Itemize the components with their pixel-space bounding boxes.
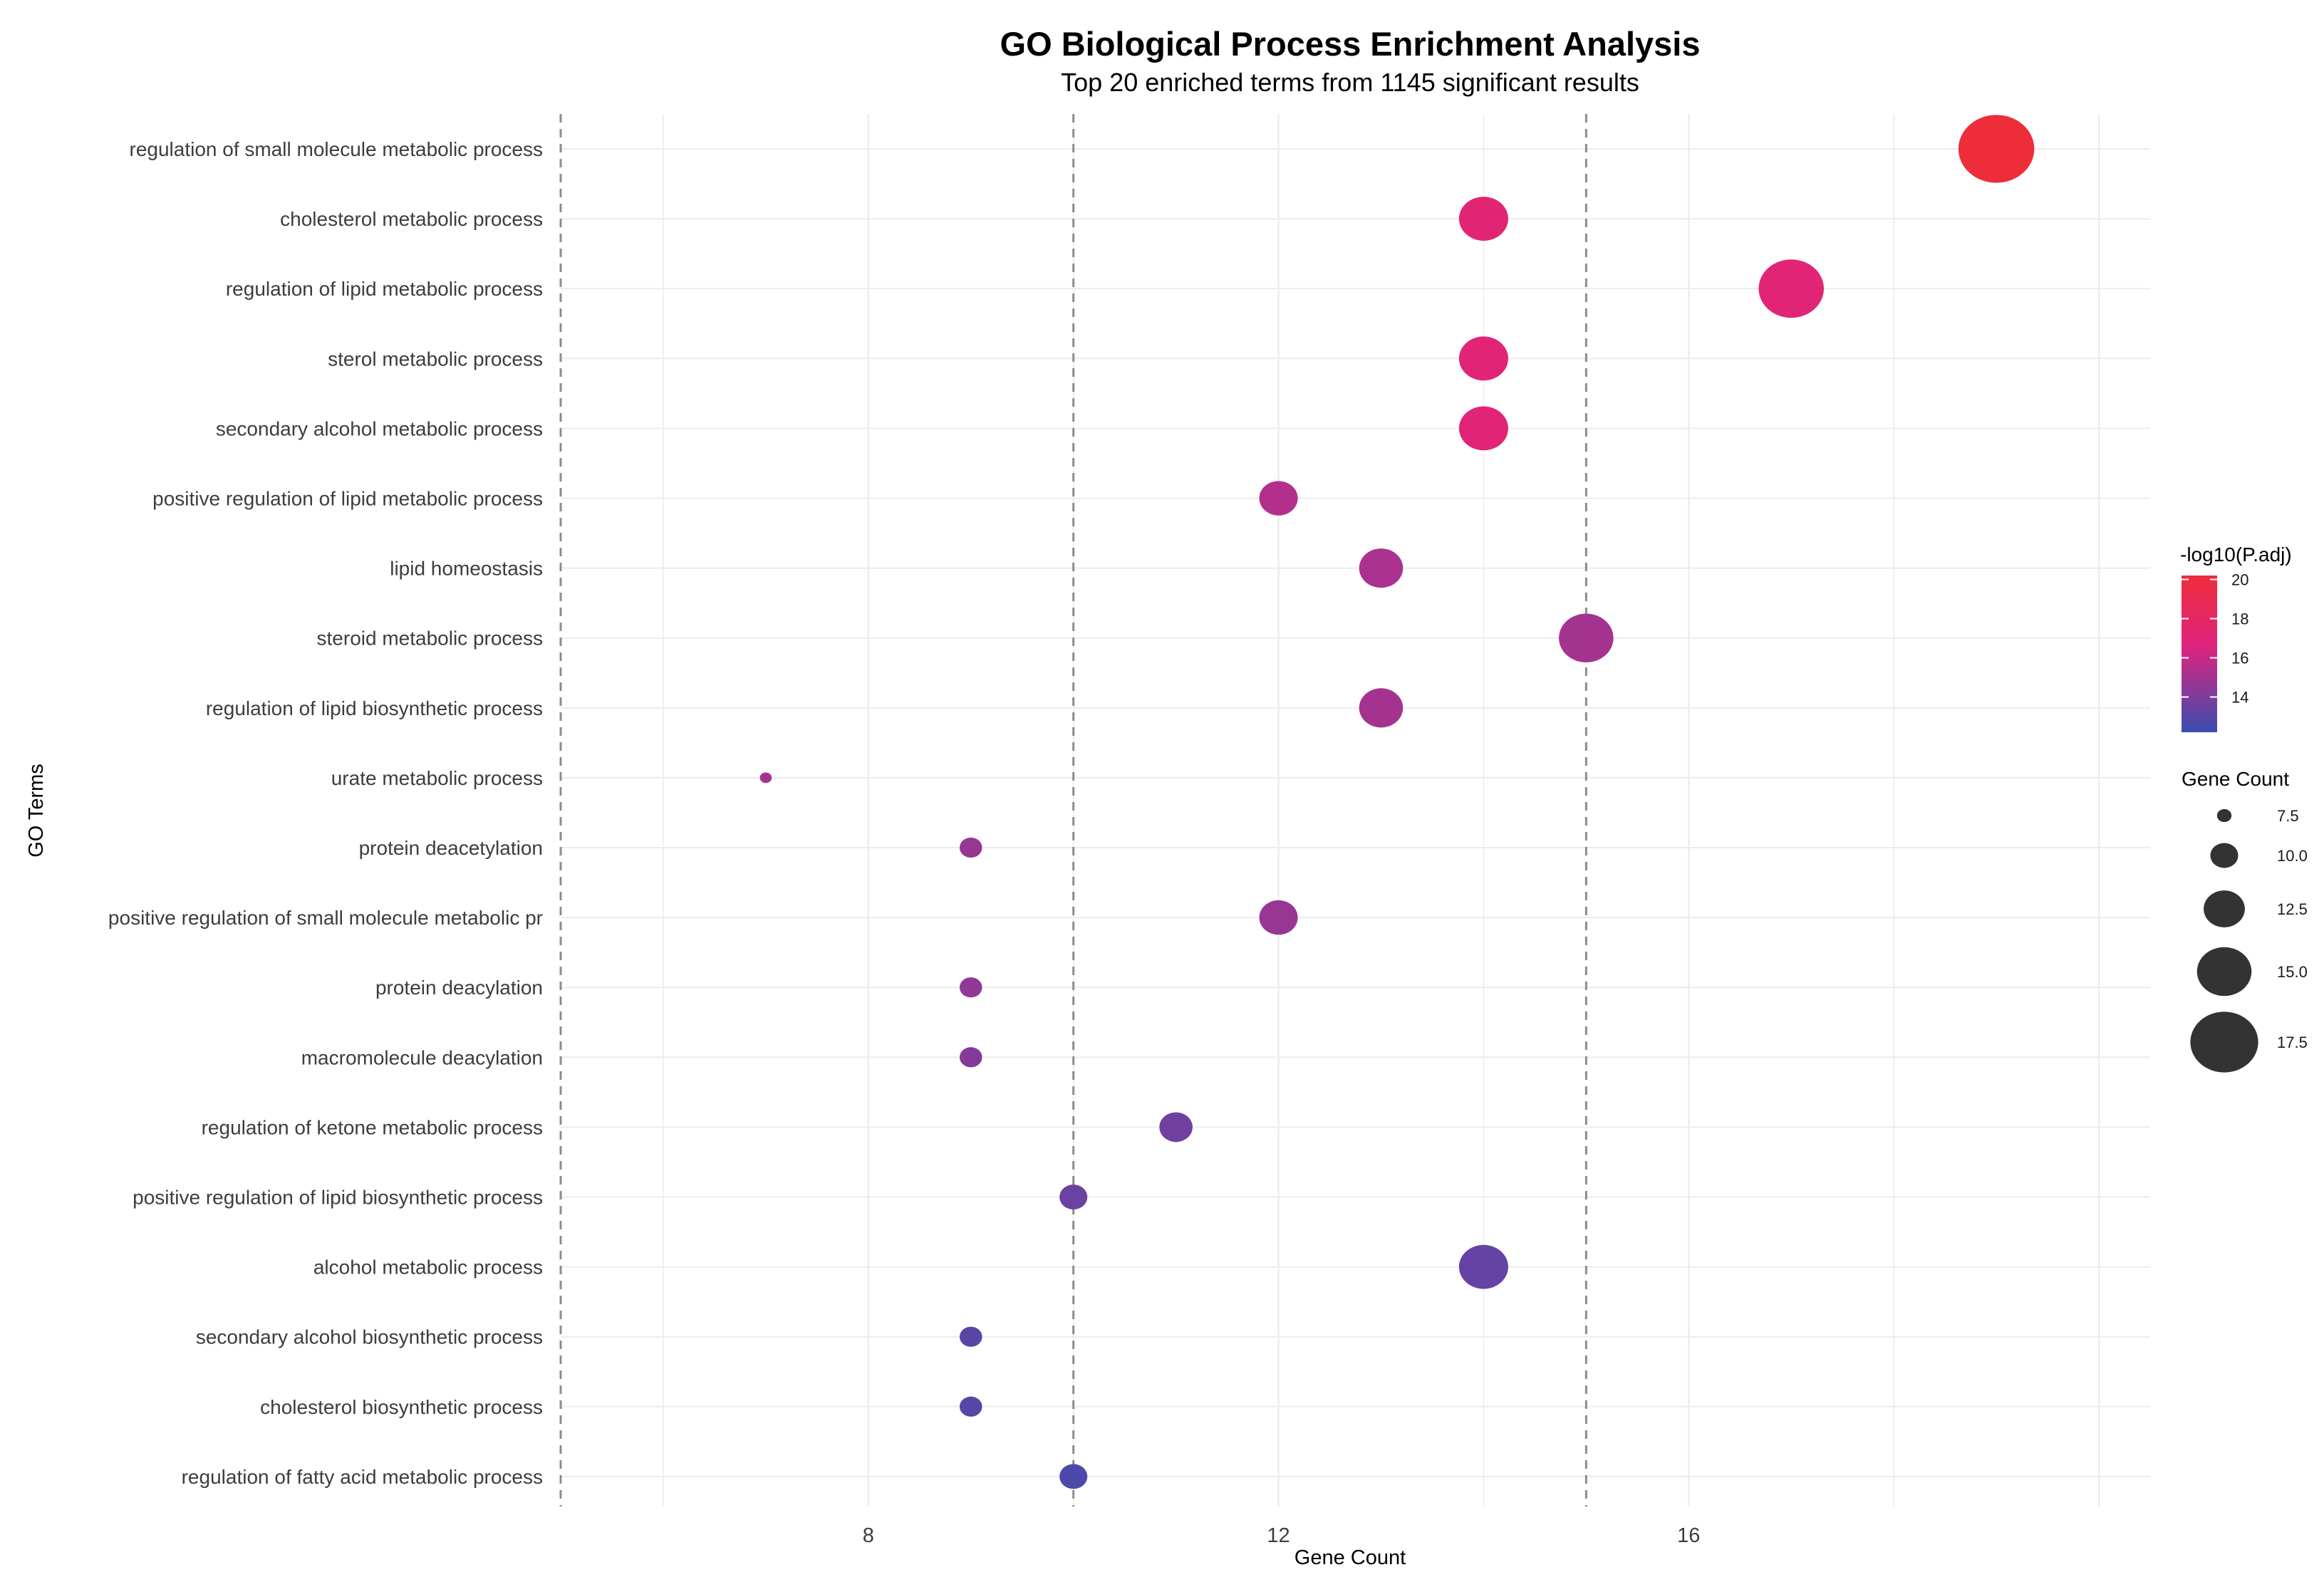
data-point[interactable] [959, 1396, 982, 1417]
data-point[interactable] [1758, 259, 1824, 318]
data-point[interactable] [1259, 900, 1298, 935]
data-point[interactable] [759, 772, 772, 784]
y-tick-labels: regulation of small molecule metabolic p… [108, 138, 543, 1488]
data-point[interactable] [1559, 613, 1614, 662]
size-legend-key [2210, 843, 2239, 868]
color-legend: -log10(P.adj) 20 18 16 14 [2180, 543, 2292, 732]
y-tick-label: steroid metabolic process [317, 628, 543, 650]
grid-lines [561, 114, 2150, 1506]
data-point[interactable] [1059, 1185, 1088, 1209]
color-legend-label: 14 [2231, 689, 2248, 707]
data-points [759, 115, 2035, 1489]
size-legend-label: 7.5 [2277, 807, 2299, 825]
reference-lines [559, 114, 1587, 1506]
y-tick-label: sterol metabolic process [328, 348, 543, 370]
data-point[interactable] [1259, 481, 1298, 516]
y-tick-label: regulation of small molecule metabolic p… [130, 138, 544, 160]
size-legend-label: 17.5 [2277, 1034, 2308, 1051]
x-tick-labels: 8 12 16 [863, 1524, 1701, 1547]
size-legend-key [2204, 890, 2245, 927]
size-legend-title: Gene Count [2182, 768, 2289, 790]
data-point[interactable] [1059, 1464, 1088, 1489]
y-tick-label: macromolecule deacylation [301, 1046, 543, 1068]
y-tick-label: secondary alcohol biosynthetic process [196, 1326, 543, 1348]
y-tick-label: regulation of ketone metabolic process [202, 1116, 543, 1138]
y-tick-label: lipid homeostasis [390, 558, 543, 580]
x-tick-label: 16 [1677, 1524, 1700, 1547]
chart-subtitle: Top 20 enriched terms from 1145 signific… [1061, 68, 1639, 97]
data-point[interactable] [959, 1047, 982, 1068]
y-tick-label: regulation of lipid metabolic process [226, 278, 543, 300]
y-tick-label: cholesterol metabolic process [280, 208, 543, 230]
data-point[interactable] [1359, 548, 1404, 588]
y-tick-label: positive regulation of small molecule me… [108, 907, 543, 929]
x-axis-title: Gene Count [1295, 1546, 1406, 1569]
color-legend-title: -log10(P.adj) [2180, 543, 2292, 566]
y-axis-title: GO Terms [25, 764, 48, 858]
data-point[interactable] [1958, 115, 2035, 183]
data-point[interactable] [1359, 688, 1404, 728]
size-legend-key [2216, 808, 2232, 823]
data-point[interactable] [959, 837, 982, 858]
y-tick-label: regulation of fatty acid metabolic proce… [182, 1466, 543, 1488]
size-legend-key [2190, 1011, 2258, 1073]
color-legend-label: 18 [2231, 610, 2248, 628]
data-point[interactable] [959, 977, 982, 998]
color-legend-label: 16 [2231, 650, 2248, 667]
y-tick-label: secondary alcohol metabolic process [216, 417, 543, 439]
size-legend-label: 12.5 [2277, 900, 2308, 918]
y-tick-label: regulation of lipid biosynthetic process [206, 697, 543, 719]
chart-title: GO Biological Process Enrichment Analysi… [1000, 25, 1701, 63]
x-tick-label: 12 [1267, 1524, 1290, 1547]
y-tick-label: positive regulation of lipid biosyntheti… [133, 1187, 543, 1209]
color-legend-bar [2182, 576, 2217, 732]
x-tick-label: 8 [863, 1524, 874, 1547]
y-tick-label: alcohol metabolic process [313, 1256, 543, 1279]
y-tick-label: cholesterol biosynthetic process [260, 1396, 543, 1418]
data-point[interactable] [1159, 1112, 1193, 1143]
color-legend-label: 20 [2231, 571, 2248, 589]
y-tick-label: positive regulation of lipid metabolic p… [152, 488, 543, 510]
data-point[interactable] [959, 1326, 982, 1347]
y-tick-label: urate metabolic process [331, 767, 543, 789]
size-legend-label: 15.0 [2277, 963, 2308, 981]
data-point[interactable] [1458, 406, 1508, 451]
size-legend-label: 10.0 [2277, 847, 2308, 865]
size-legend: Gene Count 7.5 10.0 12.5 15.0 17.5 [2182, 768, 2308, 1073]
data-point[interactable] [1458, 1244, 1508, 1289]
data-point[interactable] [1458, 197, 1508, 241]
y-tick-label: protein deacetylation [359, 837, 543, 859]
size-legend-key [2196, 947, 2252, 996]
data-point[interactable] [1458, 336, 1508, 381]
y-tick-label: protein deacylation [375, 977, 543, 999]
